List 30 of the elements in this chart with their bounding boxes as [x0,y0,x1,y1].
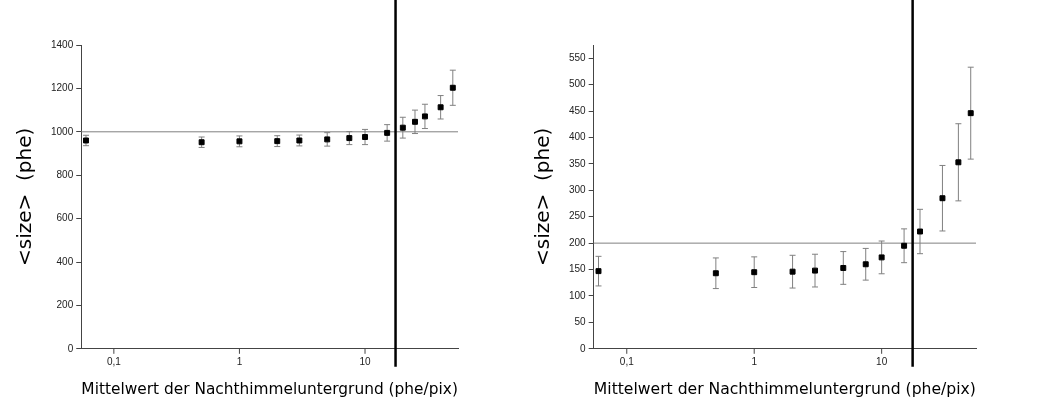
y-axis-title: <size> (phe) [12,127,37,267]
y-tick-label: 1200 [51,82,74,94]
x-tick-label: 1 [236,355,243,367]
x-axis-title: Mittelwert der Nachthimmeluntergrund (phe/pix) [81,378,458,398]
y-tick-label: 50 [574,316,587,328]
y-tick-label: 100 [569,289,587,301]
x-tick-label: 0,1 [619,355,635,367]
y-tick-label: 250 [569,210,587,222]
y-tick-label: 600 [56,212,74,224]
y-tick-label: 450 [569,104,587,116]
y-tick-label: 200 [56,299,74,311]
y-tick-label: 150 [569,263,587,275]
y-tick-label: 0 [67,342,74,354]
y-tick-label: 400 [569,131,587,143]
y-tick-label: 350 [569,157,587,169]
x-tick-label: 0,1 [106,355,122,367]
y-axis-title: <size> (phe) [530,127,555,267]
y-tick-label: 200 [569,236,587,248]
y-tick-label: 500 [569,78,587,90]
x-tick-label: 10 [876,355,888,367]
y-tick-label: 1000 [51,125,74,137]
x-tick-label: 10 [359,355,372,367]
y-tick-label: 800 [56,168,74,180]
y-tick-label: 400 [56,255,74,267]
y-tick-label: 550 [569,51,587,63]
y-tick-label: 1400 [51,38,74,50]
x-axis-title: Mittelwert der Nachthimmeluntergrund (phe/pix) [593,378,976,398]
x-tick-label: 1 [751,355,758,367]
y-tick-label: 300 [569,184,587,196]
y-tick-label: 0 [580,342,587,354]
